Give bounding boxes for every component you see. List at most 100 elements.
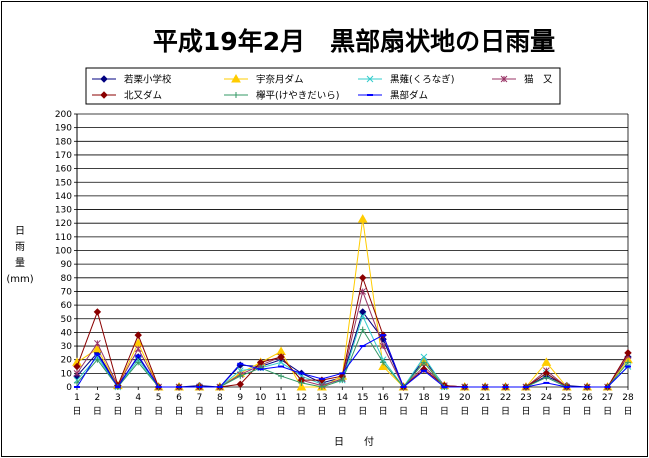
data-point <box>94 356 101 363</box>
data-point <box>625 359 631 366</box>
x-tick-label: 26 <box>581 393 593 403</box>
x-tick-suffix: 日 <box>623 406 632 417</box>
data-point <box>420 359 427 366</box>
y-tick-label: 140 <box>55 192 72 202</box>
x-tick-suffix: 日 <box>277 406 286 417</box>
data-point <box>541 357 552 366</box>
x-tick-suffix: 日 <box>379 406 388 417</box>
series-6 <box>74 334 631 388</box>
x-tick-suffix: 日 <box>419 406 428 417</box>
y-label-part: (mm) <box>6 274 33 285</box>
x-tick-suffix: 日 <box>256 406 265 417</box>
x-tick-suffix: 日 <box>521 406 530 417</box>
y-label-part: 量 <box>15 257 25 269</box>
x-tick-label: 3 <box>115 393 121 403</box>
data-point <box>358 274 367 282</box>
legend-label: 宇奈月ダム <box>256 74 304 86</box>
legend-swatch-marker <box>500 75 508 83</box>
legend-label: 若栗小学校 <box>124 74 172 86</box>
data-point <box>543 374 550 381</box>
x-tick-label: 18 <box>418 393 430 403</box>
x-tick-suffix: 日 <box>583 406 592 417</box>
x-tick-label: 22 <box>500 393 511 403</box>
x-tick-suffix: 日 <box>440 406 449 417</box>
legend-swatch-marker <box>233 92 239 98</box>
y-tick-label: 90 <box>61 260 73 270</box>
y-tick-label: 190 <box>55 124 72 134</box>
y-tick-label: 10 <box>61 369 73 379</box>
legend-label: 猫 又 <box>524 74 553 86</box>
x-tick-label: 19 <box>439 393 451 403</box>
data-point <box>298 379 305 386</box>
x-axis: 1日2日3日4日5日6日7日8日9日10日11日12日13日14日15日16日1… <box>72 387 634 417</box>
y-tick-label: 50 <box>61 315 73 325</box>
x-tick-label: 11 <box>275 393 286 403</box>
series-line <box>76 328 629 388</box>
legend-box <box>85 67 561 105</box>
x-tick-label: 24 <box>541 393 553 403</box>
x-tick-label: 23 <box>520 393 531 403</box>
data-point <box>278 373 285 380</box>
x-tick-suffix: 日 <box>134 406 143 417</box>
x-tick-suffix: 日 <box>93 406 102 417</box>
x-tick-suffix: 日 <box>175 406 184 417</box>
series-1 <box>72 214 633 391</box>
data-point <box>134 331 142 339</box>
series-group <box>72 214 633 391</box>
series-line <box>76 334 629 388</box>
x-tick-suffix: 日 <box>399 406 408 417</box>
x-tick-label: 9 <box>237 393 243 403</box>
y-label-part: 雨 <box>15 242 25 253</box>
data-point <box>94 339 101 347</box>
x-tick-suffix: 日 <box>501 406 510 417</box>
x-tick-label: 2 <box>95 393 101 403</box>
legend-swatch-marker <box>100 75 108 83</box>
y-tick-label: 110 <box>55 233 72 243</box>
data-point <box>236 380 244 388</box>
data-point <box>318 384 325 390</box>
data-point <box>277 359 285 366</box>
data-point <box>73 369 81 377</box>
x-tick-label: 13 <box>316 393 327 403</box>
y-tick-label: 130 <box>55 206 72 216</box>
data-point <box>420 353 428 361</box>
y-tick-label: 200 <box>55 110 72 120</box>
legend-label: 黒薙(くろなぎ) <box>390 74 454 86</box>
x-axis-label: 日 付 <box>334 435 374 448</box>
x-tick-label: 4 <box>135 393 141 403</box>
data-point <box>296 381 307 391</box>
y-tick-label: 20 <box>61 356 73 366</box>
y-axis: 0 10 20 30 40 50 60 70 80 90 100 110 120 130 140 150 160… <box>55 110 77 393</box>
legend-swatch-marker <box>100 91 108 99</box>
y-tick-label: 0 <box>66 383 72 393</box>
x-tick-label: 25 <box>561 393 572 403</box>
x-tick-suffix: 日 <box>113 406 122 417</box>
legend-label: 北又ダム <box>124 90 162 102</box>
y-tick-label: 160 <box>55 165 72 175</box>
data-point <box>378 361 388 371</box>
y-tick-label: 30 <box>61 342 73 352</box>
x-tick-label: 16 <box>377 393 389 403</box>
x-tick-label: 21 <box>479 393 490 403</box>
data-point <box>134 345 142 353</box>
data-point <box>277 353 285 361</box>
x-tick-suffix: 日 <box>317 406 326 417</box>
data-point <box>380 359 387 366</box>
y-axis-label: 日雨量 (mm) <box>6 226 33 285</box>
data-point <box>339 377 346 384</box>
x-tick-label: 6 <box>176 393 182 403</box>
data-point <box>359 312 367 320</box>
data-point <box>379 342 387 350</box>
x-tick-label: 17 <box>398 393 409 403</box>
legend-label: 黒部ダム <box>390 90 428 102</box>
y-tick-label: 40 <box>61 328 73 338</box>
x-tick-suffix: 日 <box>562 406 571 417</box>
data-point <box>624 349 632 357</box>
y-tick-label: 70 <box>61 287 73 297</box>
y-tick-label: 100 <box>55 247 72 257</box>
x-tick-label: 20 <box>459 393 471 403</box>
legend-label: 欅平(けやきだいら) <box>256 91 339 102</box>
y-tick-label: 150 <box>55 178 72 188</box>
x-tick-label: 7 <box>197 393 203 403</box>
